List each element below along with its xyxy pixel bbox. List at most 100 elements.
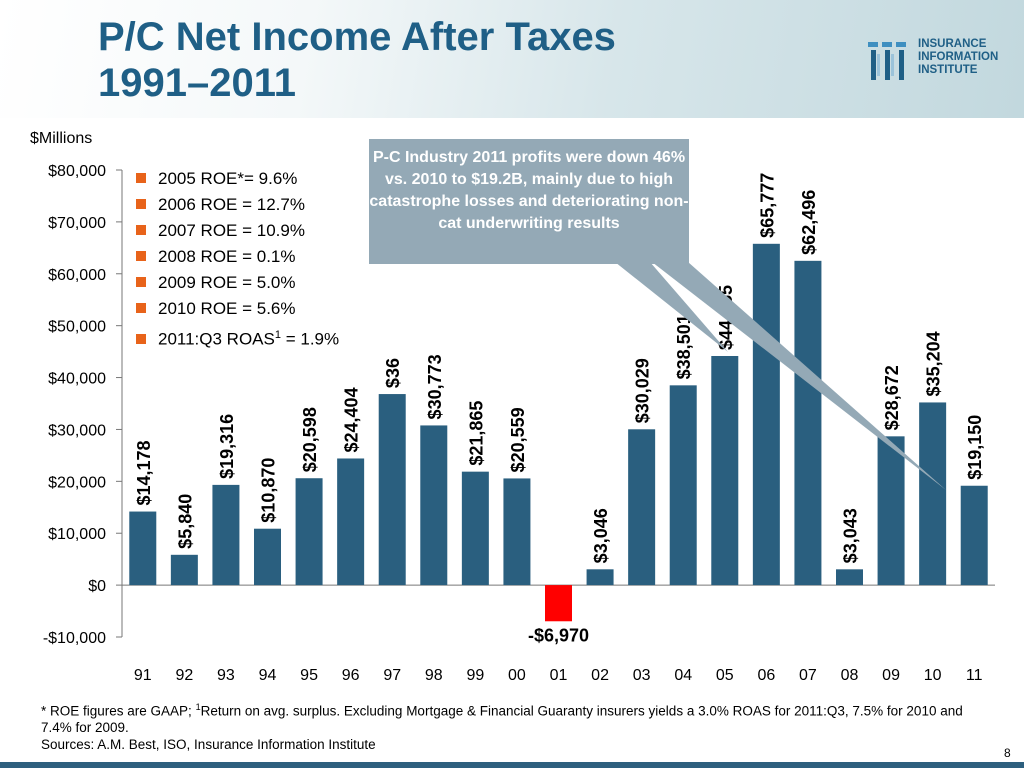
legend-item: 2005 ROE*= 9.6% <box>136 166 339 192</box>
callout-box: P-C Industry 2011 profits were down 46% … <box>369 139 689 264</box>
x-tick-label: 01 <box>550 667 568 684</box>
data-label: $28,672 <box>882 365 902 430</box>
bar <box>877 436 905 586</box>
legend-item-label: 2010 ROE = 5.6% <box>158 299 296 318</box>
bar <box>254 528 281 586</box>
logo-line-3: INSTITUTE <box>918 64 978 76</box>
x-tick-label: 07 <box>799 667 817 684</box>
footnote: * ROE figures are GAAP; 1Return on avg. … <box>41 699 981 736</box>
x-tick-label: 97 <box>383 667 401 684</box>
callout-pointer-to-2011 <box>652 262 946 490</box>
bar <box>669 385 697 586</box>
footnote-part-1: * ROE figures are GAAP; <box>41 703 196 719</box>
legend-item-label: 2009 ROE = 5.0% <box>158 273 296 292</box>
y-tick-label: $20,000 <box>48 474 106 491</box>
y-tick-label: $0 <box>88 578 106 595</box>
bar <box>836 569 863 586</box>
page-number: 8 <box>1004 746 1011 760</box>
bullet-square-icon <box>136 199 146 209</box>
data-label: $20,559 <box>508 407 528 472</box>
legend-item: 2008 ROE = 0.1% <box>136 244 339 270</box>
x-tick-label: 10 <box>924 667 942 684</box>
bar <box>212 484 240 586</box>
data-label: -$6,970 <box>528 625 589 645</box>
data-label: $36 <box>383 358 403 388</box>
y-axis-unit-label: $Millions <box>30 130 93 147</box>
bullet-square-icon <box>136 333 146 344</box>
roas-label: 2011:Q3 ROAS <box>158 329 275 349</box>
legend-item-label: 2007 ROE = 10.9% <box>158 221 305 240</box>
data-label: $30,773 <box>425 354 445 419</box>
data-label: $10,870 <box>259 458 279 523</box>
data-label: $5,840 <box>175 494 195 549</box>
bar <box>960 485 988 586</box>
x-tick-label: 99 <box>466 667 484 684</box>
data-label: $3,043 <box>841 508 861 563</box>
x-tick-label: 92 <box>175 667 193 684</box>
x-tick-label: 95 <box>300 667 318 684</box>
bar <box>420 425 448 586</box>
data-label: $30,029 <box>633 358 653 423</box>
bar <box>628 429 656 586</box>
page-title: P/C Net Income After Taxes 1991–2011 <box>98 14 616 106</box>
bar <box>295 478 323 586</box>
x-tick-label: 05 <box>716 667 734 684</box>
bar <box>752 243 780 586</box>
data-label: $19,316 <box>217 414 237 479</box>
data-label: $24,404 <box>342 387 362 452</box>
legend-item: 2006 ROE = 12.7% <box>136 192 339 218</box>
logo-line-2: INFORMATION <box>918 51 999 63</box>
callout-pointer-to-2010 <box>615 262 728 352</box>
legend-item-label: 2006 ROE = 12.7% <box>158 195 305 214</box>
x-tick-label: 04 <box>674 667 692 684</box>
data-label: $14,178 <box>134 440 154 505</box>
data-label: $19,150 <box>965 415 985 480</box>
roas-value: = 1.9% <box>280 329 340 349</box>
iii-logo-icon <box>868 42 906 80</box>
header-band <box>0 0 1024 118</box>
bar <box>919 402 947 586</box>
y-tick-label: $70,000 <box>48 215 106 232</box>
iii-logo: INSURANCE INFORMATION INSTITUTE <box>868 36 1018 96</box>
bar <box>170 554 198 586</box>
bar <box>503 478 531 586</box>
data-label: $21,865 <box>466 401 486 466</box>
footnote-part-2: Return on avg. surplus. Excluding Mortga… <box>41 703 963 735</box>
bar <box>378 394 406 586</box>
data-label: $65,777 <box>757 173 777 238</box>
x-tick-label: 94 <box>259 667 277 684</box>
y-tick-label: $80,000 <box>48 163 106 180</box>
bar <box>545 585 572 622</box>
data-label: $20,598 <box>300 407 320 472</box>
legend-item-label: 2008 ROE = 0.1% <box>158 247 296 266</box>
bullet-square-icon <box>136 303 146 313</box>
bullet-square-icon <box>136 173 146 183</box>
x-tick-label: 02 <box>591 667 609 684</box>
x-tick-label: 96 <box>342 667 360 684</box>
x-tick-label: 93 <box>217 667 235 684</box>
bar <box>794 260 822 586</box>
y-tick-label: $30,000 <box>48 422 106 439</box>
title-line-1: P/C Net Income After Taxes <box>98 15 616 59</box>
sources-note: Sources: A.M. Best, ISO, Insurance Infor… <box>41 737 376 752</box>
x-tick-label: 09 <box>882 667 900 684</box>
y-tick-label: $50,000 <box>48 319 106 336</box>
y-tick-label: -$10,000 <box>43 630 106 647</box>
x-tick-label: 00 <box>508 667 526 684</box>
x-tick-label: 98 <box>425 667 443 684</box>
roas-superscript: 1 <box>274 329 281 341</box>
bar <box>586 569 614 586</box>
data-label: $35,204 <box>924 331 944 396</box>
bar <box>711 355 739 586</box>
y-tick-label: $60,000 <box>48 267 106 284</box>
bullet-square-icon <box>136 225 146 235</box>
y-tick-label: $40,000 <box>48 371 106 388</box>
x-tick-label: 06 <box>757 667 775 684</box>
legend-item-roas: 2011:Q3 ROAS1 = 1.9% <box>136 322 340 349</box>
legend-item: 2009 ROE = 5.0% <box>136 270 339 296</box>
x-tick-label: 11 <box>966 667 983 684</box>
title-line-2: 1991–2011 <box>98 61 297 105</box>
x-tick-label: 91 <box>134 667 152 684</box>
data-label: $38,501 <box>674 314 694 379</box>
